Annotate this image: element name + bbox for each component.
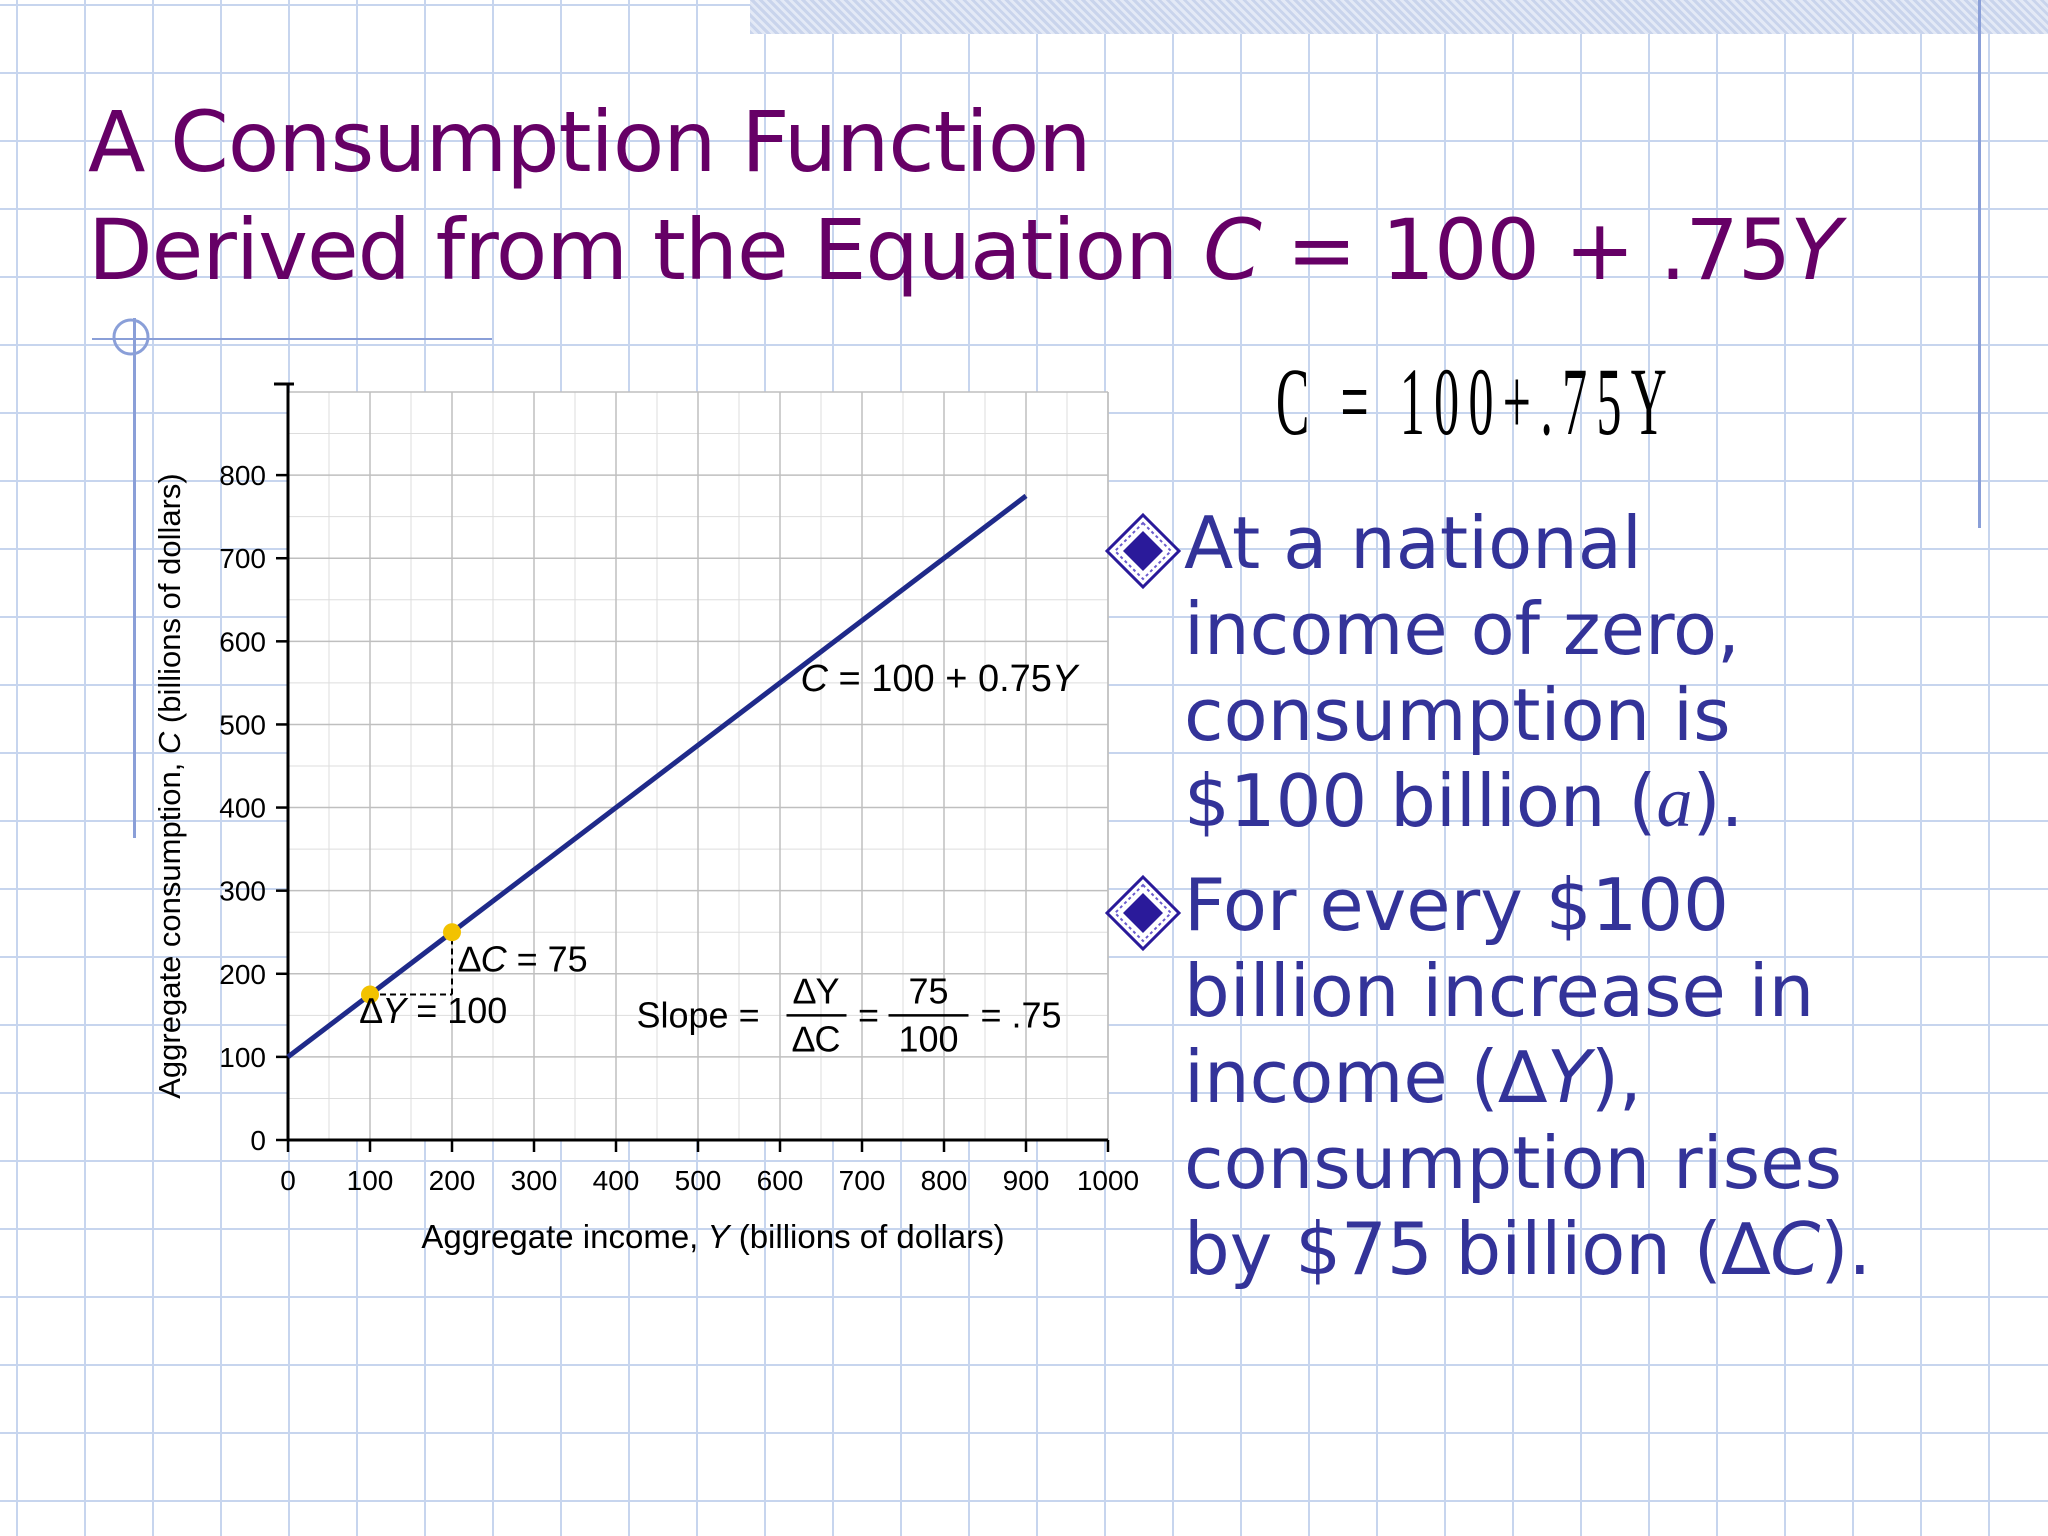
bullet-2-line-3: income (∆Y), (1184, 1035, 1642, 1119)
x-tick-label: 700 (839, 1165, 886, 1196)
x-tick-label: 600 (757, 1165, 804, 1196)
title-line-2: Derived from the Equation C = 100 + .75Y (88, 201, 1842, 299)
line-equation-label: C = 100 + 0.75Y (801, 658, 1080, 700)
diamond-bullet-icon (1104, 874, 1182, 952)
y-tick-label: 100 (219, 1042, 266, 1073)
data-point (361, 985, 379, 1004)
bullet-income-increase: For every $100 billion increase in incom… (1104, 862, 1871, 1292)
title-underline-rule (92, 338, 492, 340)
bullet-1-line-2: income of zero, (1184, 587, 1740, 671)
y-tick-label: 600 (219, 626, 266, 657)
x-tick-label: 100 (347, 1165, 394, 1196)
delta-c-label: ∆C = 75 (459, 938, 588, 979)
x-tick-label: 500 (675, 1165, 722, 1196)
x-tick-label: 400 (593, 1165, 640, 1196)
x-tick-label: 200 (429, 1165, 476, 1196)
x-tick-label: 800 (921, 1165, 968, 1196)
bullet-2-line-5: by $75 billion (∆C). (1184, 1207, 1872, 1291)
y-tick-label: 0 (250, 1125, 266, 1156)
bullet-1-line-4: $100 billion (a). (1184, 759, 1744, 843)
consumption-line (286, 493, 1028, 1059)
x-axis-label: Aggregate income, Y (billions of dollars… (421, 1218, 1004, 1255)
right-vertical-rule (1978, 0, 1981, 528)
top-decorative-band (750, 0, 2048, 34)
y-tick-label: 300 (219, 876, 266, 907)
consumption-function-chart: 0 100 200 300 400 500 600 700 800 900 1000 0 100 200 3… (152, 382, 1139, 1255)
slope-equals: = (858, 994, 879, 1035)
title-line-1: A Consumption Function (88, 93, 1091, 191)
crosshair-circle-icon (112, 318, 150, 356)
slope-expression: Slope = ∆Y ∆C = 75 100 = .75 (637, 970, 1062, 1059)
bullet-zero-income: At a national income of zero, consumptio… (1104, 500, 1743, 845)
x-tick-label: 1000 (1077, 1165, 1139, 1196)
delta-y-label: ∆Y = 100 (360, 990, 507, 1031)
chart-annotations: C = 100 + 0.75Y ∆C = 75 ∆Y = 100 Slope = ∆Y ∆… (360, 658, 1080, 1059)
slope-denominator-1: ∆C (792, 1018, 840, 1059)
bullet-2-line-1: For every $100 (1184, 863, 1729, 947)
x-tick-label: 900 (1003, 1165, 1050, 1196)
bullet-2-line-2: billion increase in (1184, 949, 1815, 1033)
slope-label: Slope = (637, 994, 760, 1035)
chart-tick-labels: 0 100 200 300 400 500 600 700 800 900 1000 0 100 200 3… (219, 460, 1139, 1196)
left-vertical-rule (133, 318, 136, 838)
slope-numerator-1: ∆Y (793, 970, 839, 1011)
data-point (443, 923, 461, 942)
y-tick-label: 800 (219, 460, 266, 491)
bullet-1-line-3: consumption is (1184, 673, 1731, 757)
chart-axes (274, 382, 1110, 1152)
y-tick-label: 500 (219, 709, 266, 740)
x-tick-label: 0 (280, 1165, 296, 1196)
slope-result: = .75 (981, 994, 1062, 1035)
bullet-1-line-1: At a national (1184, 501, 1642, 585)
bullet-2-line-4: consumption rises (1184, 1121, 1842, 1205)
y-tick-label: 700 (219, 543, 266, 574)
slope-denominator-2: 100 (898, 1018, 958, 1059)
diamond-bullet-icon (1104, 512, 1182, 590)
consumption-equation: C = 100+.75Y (1276, 348, 1677, 455)
y-axis-label: Aggregate consumption, C (billions of do… (152, 473, 187, 1099)
y-tick-label: 200 (219, 959, 266, 990)
slide-title: A Consumption Function Derived from the … (88, 88, 1842, 304)
slope-numerator-2: 75 (908, 970, 948, 1011)
x-tick-label: 300 (511, 1165, 558, 1196)
y-tick-label: 400 (219, 793, 266, 824)
chart-series (286, 493, 1028, 1059)
